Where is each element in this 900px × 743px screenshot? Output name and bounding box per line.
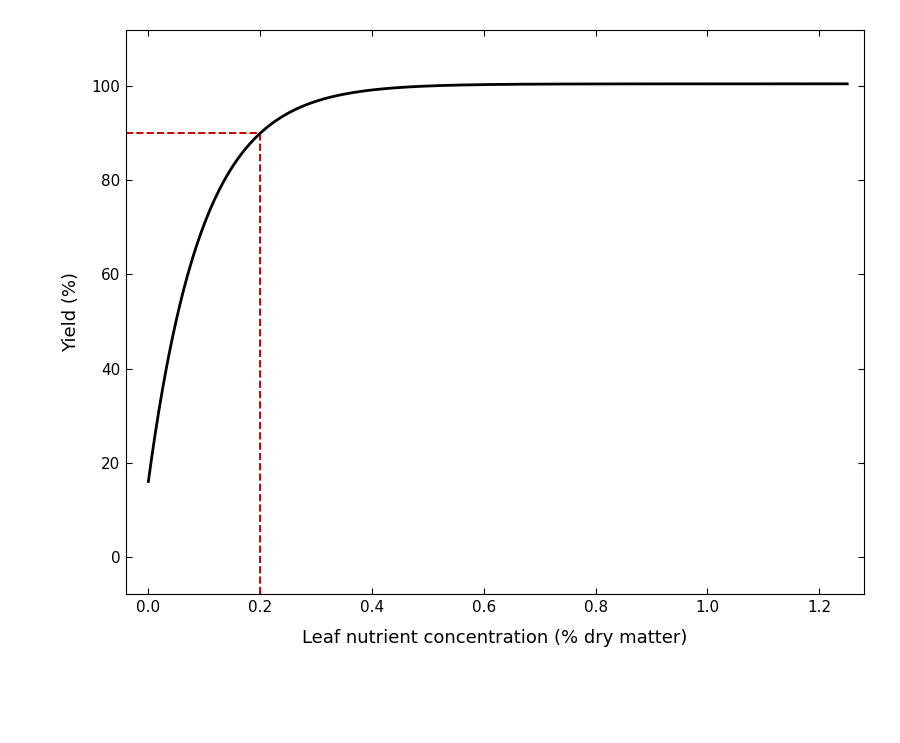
X-axis label: Leaf nutrient concentration (% dry matter): Leaf nutrient concentration (% dry matte…	[302, 629, 688, 647]
Y-axis label: Yield (%): Yield (%)	[62, 272, 80, 352]
